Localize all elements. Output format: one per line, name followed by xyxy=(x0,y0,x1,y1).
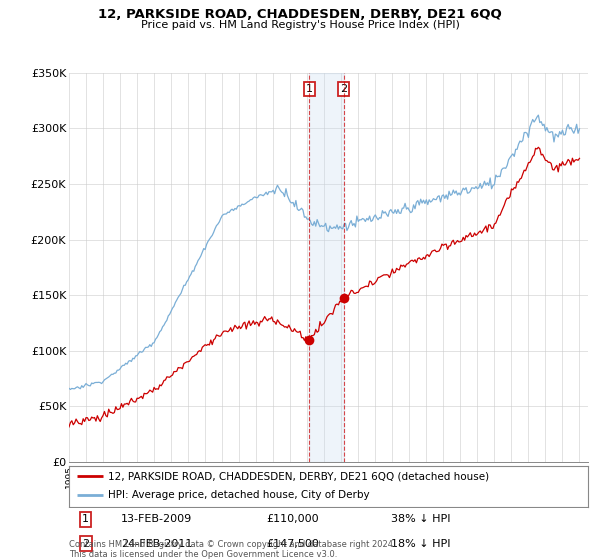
Text: 24-FEB-2011: 24-FEB-2011 xyxy=(121,539,192,549)
Text: Contains HM Land Registry data © Crown copyright and database right 2024.
This d: Contains HM Land Registry data © Crown c… xyxy=(69,540,395,559)
Text: 2: 2 xyxy=(340,84,347,94)
Text: £110,000: £110,000 xyxy=(266,514,319,524)
Text: 2: 2 xyxy=(82,539,89,549)
Text: HPI: Average price, detached house, City of Derby: HPI: Average price, detached house, City… xyxy=(108,491,370,500)
Text: 12, PARKSIDE ROAD, CHADDESDEN, DERBY, DE21 6QQ: 12, PARKSIDE ROAD, CHADDESDEN, DERBY, DE… xyxy=(98,8,502,21)
Text: 18% ↓ HPI: 18% ↓ HPI xyxy=(391,539,450,549)
Text: 1: 1 xyxy=(306,84,313,94)
Text: £147,500: £147,500 xyxy=(266,539,319,549)
Text: 1: 1 xyxy=(82,514,89,524)
Text: 38% ↓ HPI: 38% ↓ HPI xyxy=(391,514,450,524)
Bar xyxy=(309,73,344,462)
Text: 13-FEB-2009: 13-FEB-2009 xyxy=(121,514,192,524)
Text: 12, PARKSIDE ROAD, CHADDESDEN, DERBY, DE21 6QQ (detached house): 12, PARKSIDE ROAD, CHADDESDEN, DERBY, DE… xyxy=(108,471,489,481)
Text: Price paid vs. HM Land Registry's House Price Index (HPI): Price paid vs. HM Land Registry's House … xyxy=(140,20,460,30)
